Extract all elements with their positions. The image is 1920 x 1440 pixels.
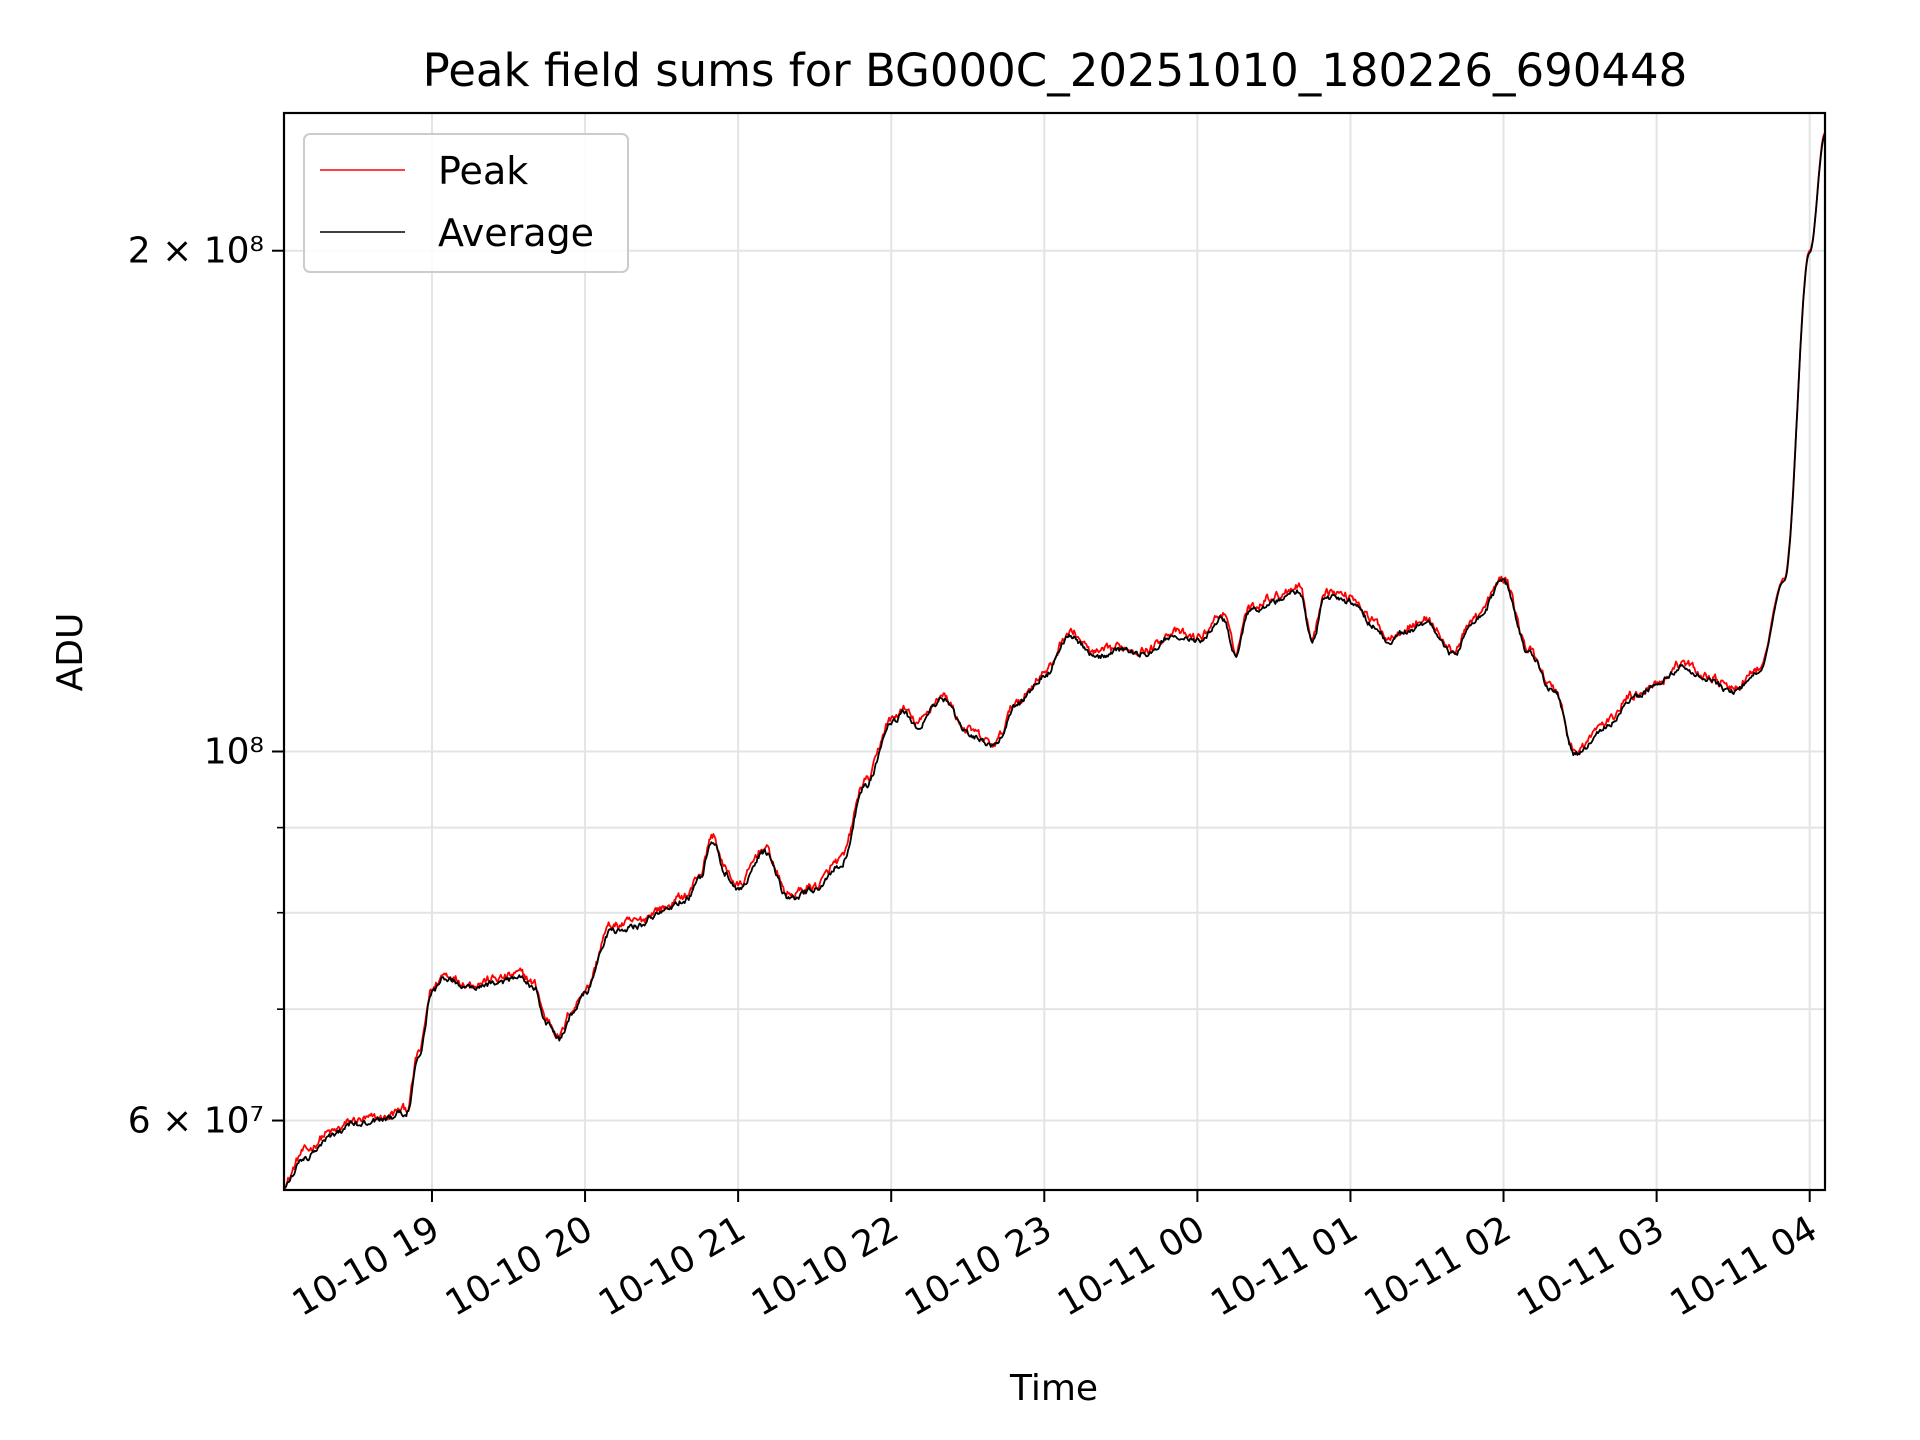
x-axis-label: Time [1009, 1368, 1098, 1409]
legend: Peak Average [303, 133, 629, 273]
y-tick-label: 2 × 10⁸ [128, 231, 264, 272]
y-tick-label: 10⁸ [204, 731, 264, 772]
plot-frame [282, 111, 1827, 1192]
y-tick-label: 6 × 10⁷ [128, 1101, 264, 1142]
y-axis-ticks: 6 × 10⁷ 10⁸ 2 × 10⁸ [128, 231, 284, 1142]
y-axis-label: ADU [50, 613, 91, 692]
plot-series [283, 133, 1826, 1190]
series-line-average [283, 134, 1826, 1189]
legend-label-peak: Peak [438, 149, 528, 193]
legend-box [303, 133, 629, 273]
legend-label-average: Average [438, 211, 594, 255]
grid-lines [284, 113, 1825, 1190]
chart-title: Peak field sums for BG000C_20251010_1802… [423, 44, 1688, 97]
